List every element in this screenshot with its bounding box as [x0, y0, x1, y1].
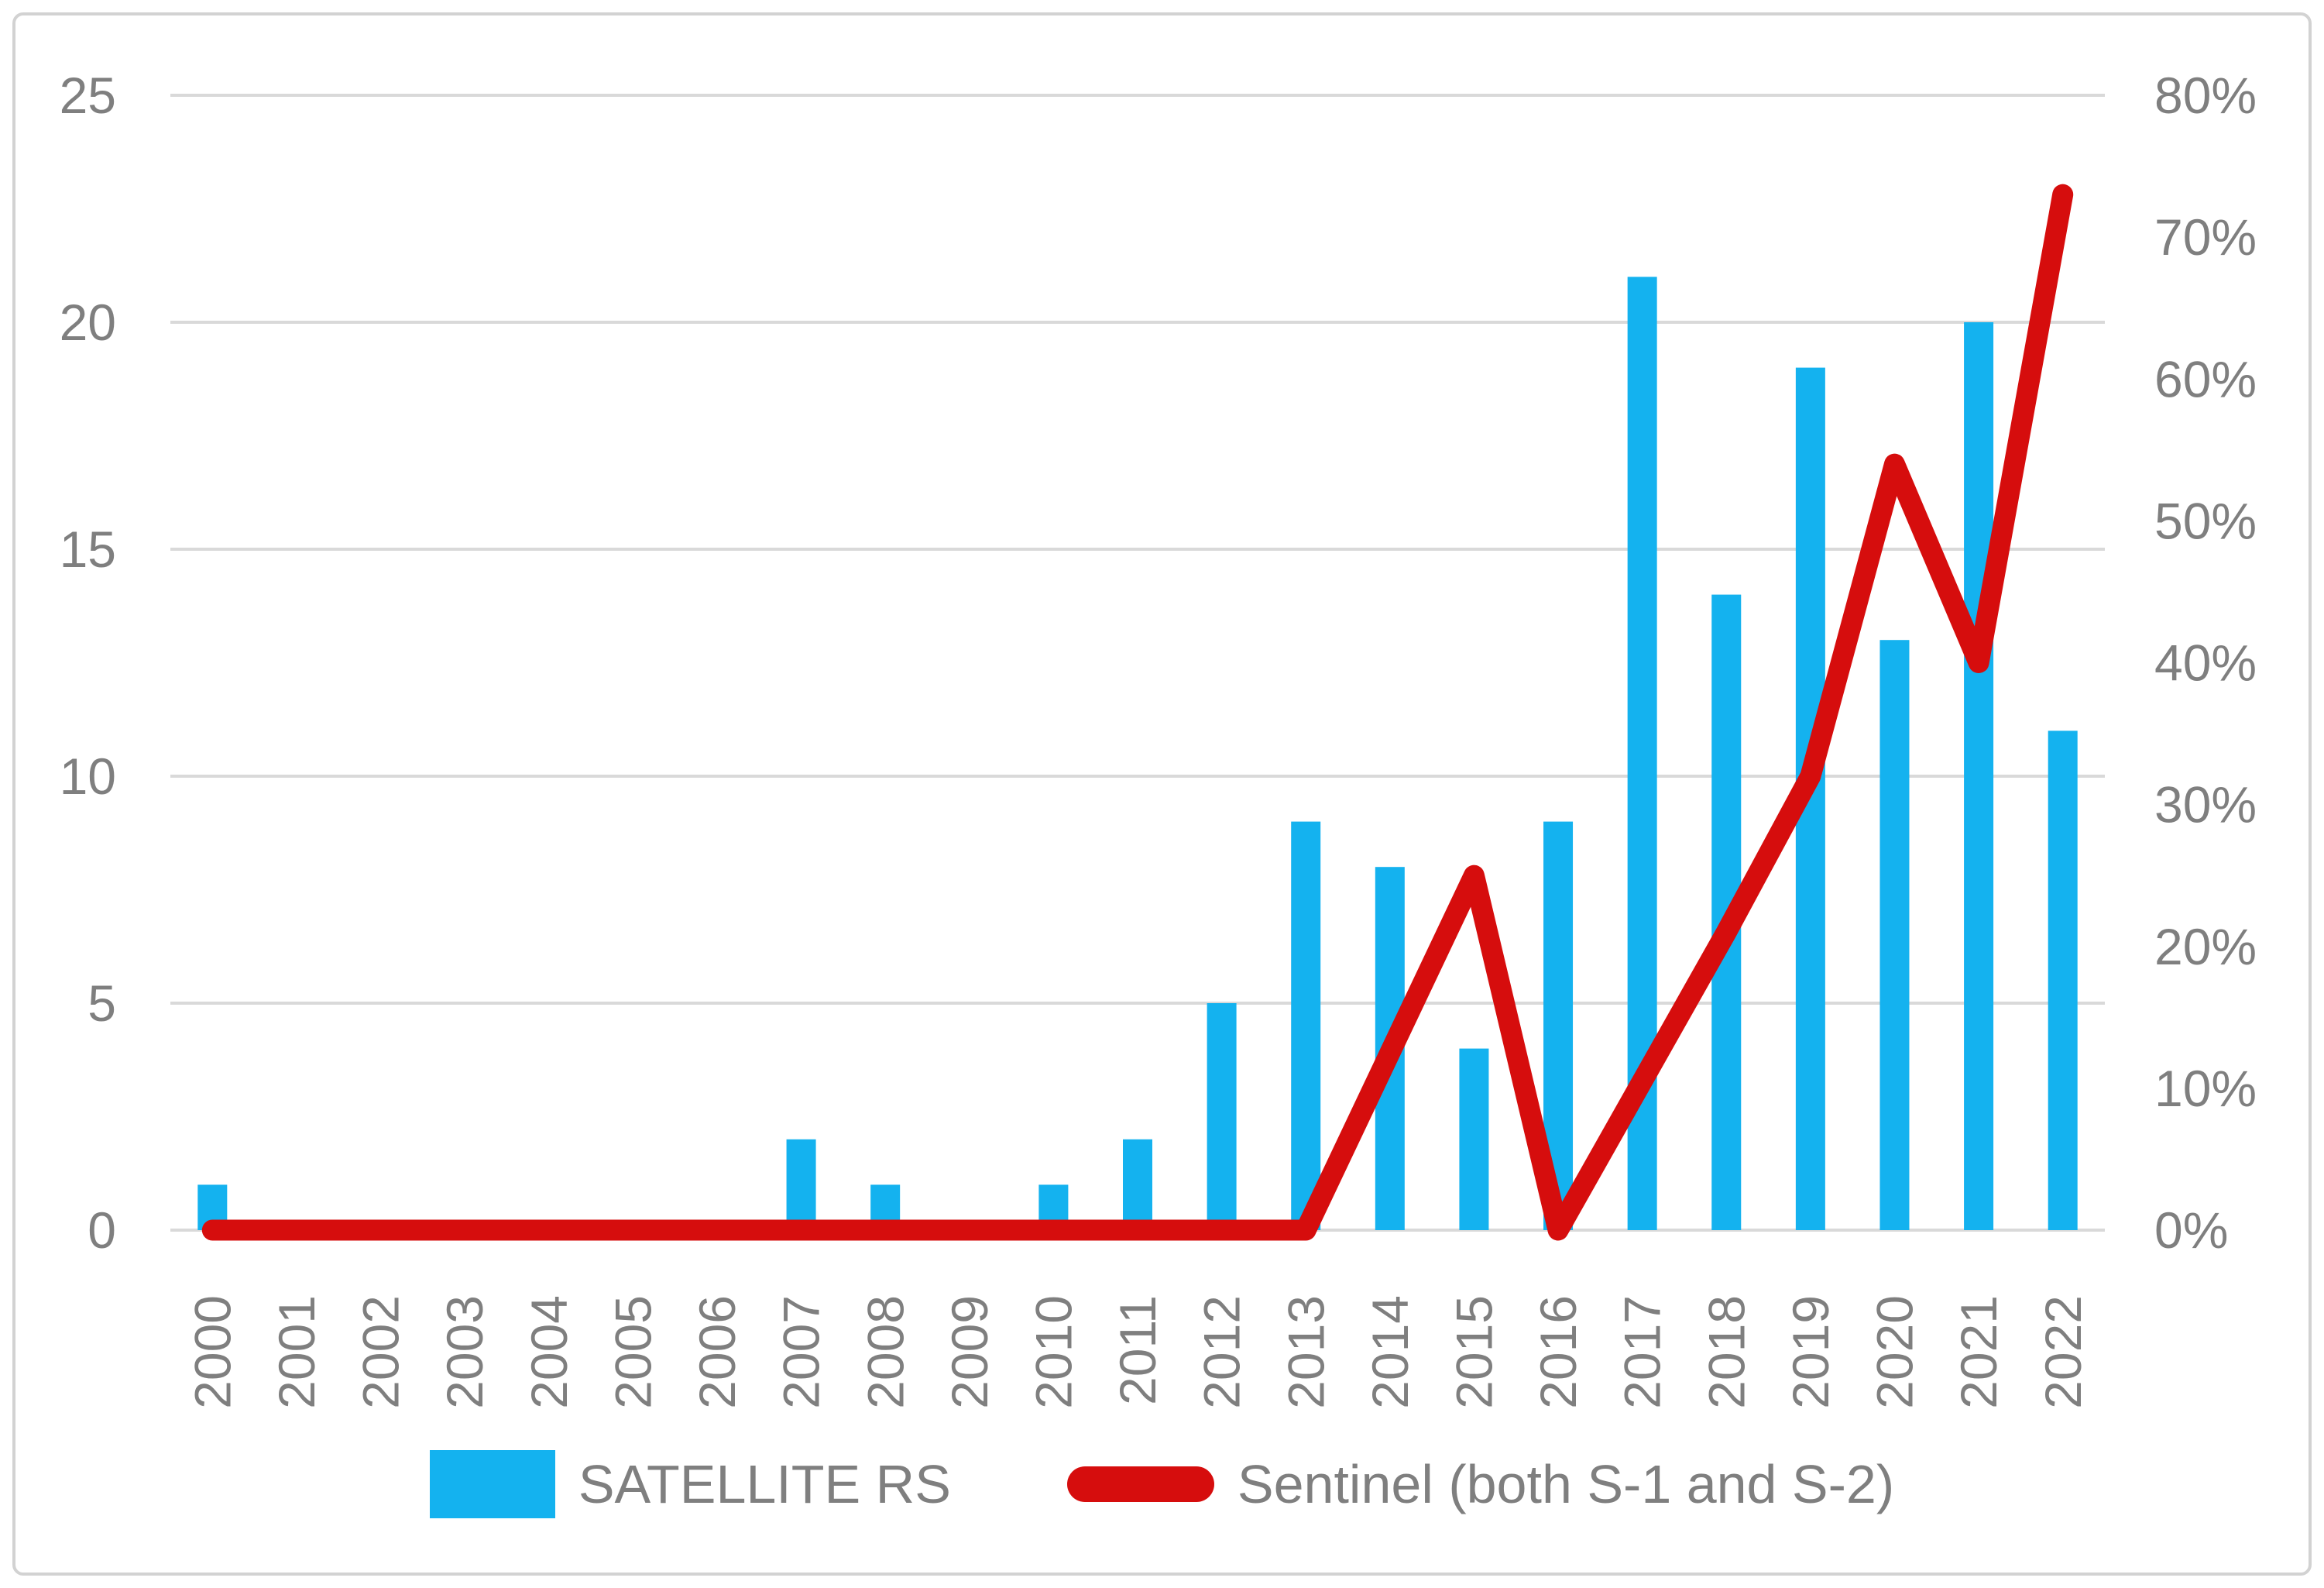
bar-series-swatch-icon: [429, 1450, 555, 1518]
left-axis-tick-label: 15: [60, 521, 116, 578]
bar: [1291, 821, 1321, 1230]
x-axis-year-label: 2005: [604, 1295, 661, 1409]
x-axis-year-label: 2000: [184, 1295, 241, 1409]
x-axis-year-label: 2019: [1782, 1295, 1839, 1409]
x-axis-year-label: 2002: [352, 1295, 410, 1409]
bar: [1123, 1139, 1152, 1230]
legend-label-sentinel: Sentinel (both S-1 and S-2): [1237, 1454, 1895, 1514]
right-axis-tick-label: 0%: [2154, 1201, 2228, 1259]
x-axis-year-label: 2011: [1109, 1295, 1166, 1405]
x-axis-year-label: 2017: [1614, 1295, 1671, 1409]
left-axis-tick-label: 20: [60, 294, 116, 351]
x-axis-year-label: 2022: [2034, 1295, 2092, 1409]
bar: [1207, 1003, 1237, 1230]
x-axis-year-label: 2006: [688, 1295, 746, 1409]
right-axis-tick-label: 10%: [2154, 1060, 2257, 1117]
bar-series-satellite-rs: [197, 277, 2078, 1231]
line-series-sentinel: [201, 184, 2074, 1241]
left-axis-tick-label: 25: [60, 67, 116, 124]
x-axis-year-label: 2015: [1446, 1295, 1503, 1409]
right-axis-tick-label: 40%: [2154, 634, 2257, 692]
left-axis-labels: 0 5 10 15 20 25: [60, 67, 116, 1259]
x-axis-year-label: 2003: [436, 1295, 493, 1409]
x-axis-year-label: 2014: [1361, 1295, 1419, 1409]
right-axis-tick-label: 60%: [2154, 350, 2257, 407]
x-axis-year-label: 2013: [1277, 1295, 1334, 1409]
bar: [786, 1139, 816, 1230]
line-series-swatch-icon: [1066, 1466, 1214, 1502]
x-axis-year-label: 2020: [1866, 1295, 1924, 1409]
left-axis-tick-label: 5: [88, 974, 116, 1032]
x-axis-year-label: 2004: [520, 1295, 578, 1409]
right-axis-tick-label: 80%: [2154, 67, 2257, 124]
x-axis-year-label: 2001: [268, 1295, 325, 1409]
x-axis-year-label: 2016: [1529, 1295, 1587, 1409]
x-axis-year-label: 2008: [856, 1295, 914, 1409]
bar: [2048, 730, 2078, 1230]
x-axis-year-label: 2021: [1950, 1295, 2007, 1409]
legend-label-satellite-rs: SATELLITE RS: [578, 1454, 951, 1514]
gridlines: [170, 94, 2105, 1232]
bar: [1964, 322, 1994, 1230]
right-axis-labels: 0% 10% 20% 30% 40% 50% 60% 70% 80%: [2154, 67, 2257, 1259]
x-axis-year-label: 2007: [773, 1295, 830, 1409]
bar: [1459, 1048, 1489, 1230]
legend-item-sentinel: Sentinel (both S-1 and S-2): [1066, 1453, 1895, 1515]
x-axis-year-label: 2012: [1193, 1295, 1251, 1409]
legend-item-satellite-rs: SATELLITE RS: [429, 1450, 951, 1518]
right-axis-tick-label: 50%: [2154, 492, 2257, 549]
left-axis-tick-label: 0: [88, 1201, 116, 1259]
right-axis-tick-label: 20%: [2154, 918, 2257, 975]
chart-legend: SATELLITE RS Sentinel (both S-1 and S-2): [0, 1450, 2324, 1518]
bar: [1879, 640, 1910, 1230]
right-axis-tick-label: 30%: [2154, 776, 2257, 834]
x-axis-year-label: 2018: [1698, 1295, 1755, 1409]
x-axis-year-label: 2009: [941, 1295, 998, 1409]
right-axis-tick-label: 70%: [2154, 208, 2257, 266]
x-axis-labels: 2000 2001 2002 2003 2004 2005 2006 2007 2008 2009…: [184, 1295, 2091, 1409]
left-axis-tick-label: 10: [60, 748, 116, 805]
x-axis-year-label: 2010: [1025, 1295, 1082, 1409]
